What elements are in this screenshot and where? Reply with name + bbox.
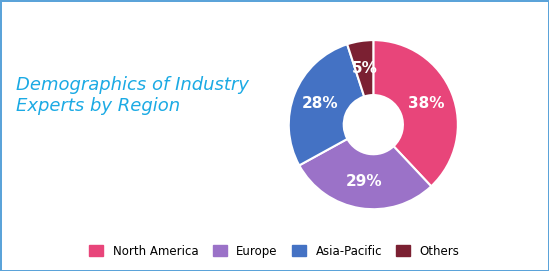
Text: 28%: 28% — [302, 96, 339, 111]
Wedge shape — [289, 44, 364, 165]
Wedge shape — [299, 139, 431, 209]
Text: 38%: 38% — [408, 96, 445, 111]
Legend: North America, Europe, Asia-Pacific, Others: North America, Europe, Asia-Pacific, Oth… — [85, 240, 464, 262]
Text: Demographics of Industry
Experts by Region: Demographics of Industry Experts by Regi… — [16, 76, 249, 115]
Wedge shape — [373, 40, 458, 186]
Text: 5%: 5% — [351, 61, 377, 76]
Text: 29%: 29% — [346, 173, 383, 189]
Wedge shape — [347, 40, 373, 96]
